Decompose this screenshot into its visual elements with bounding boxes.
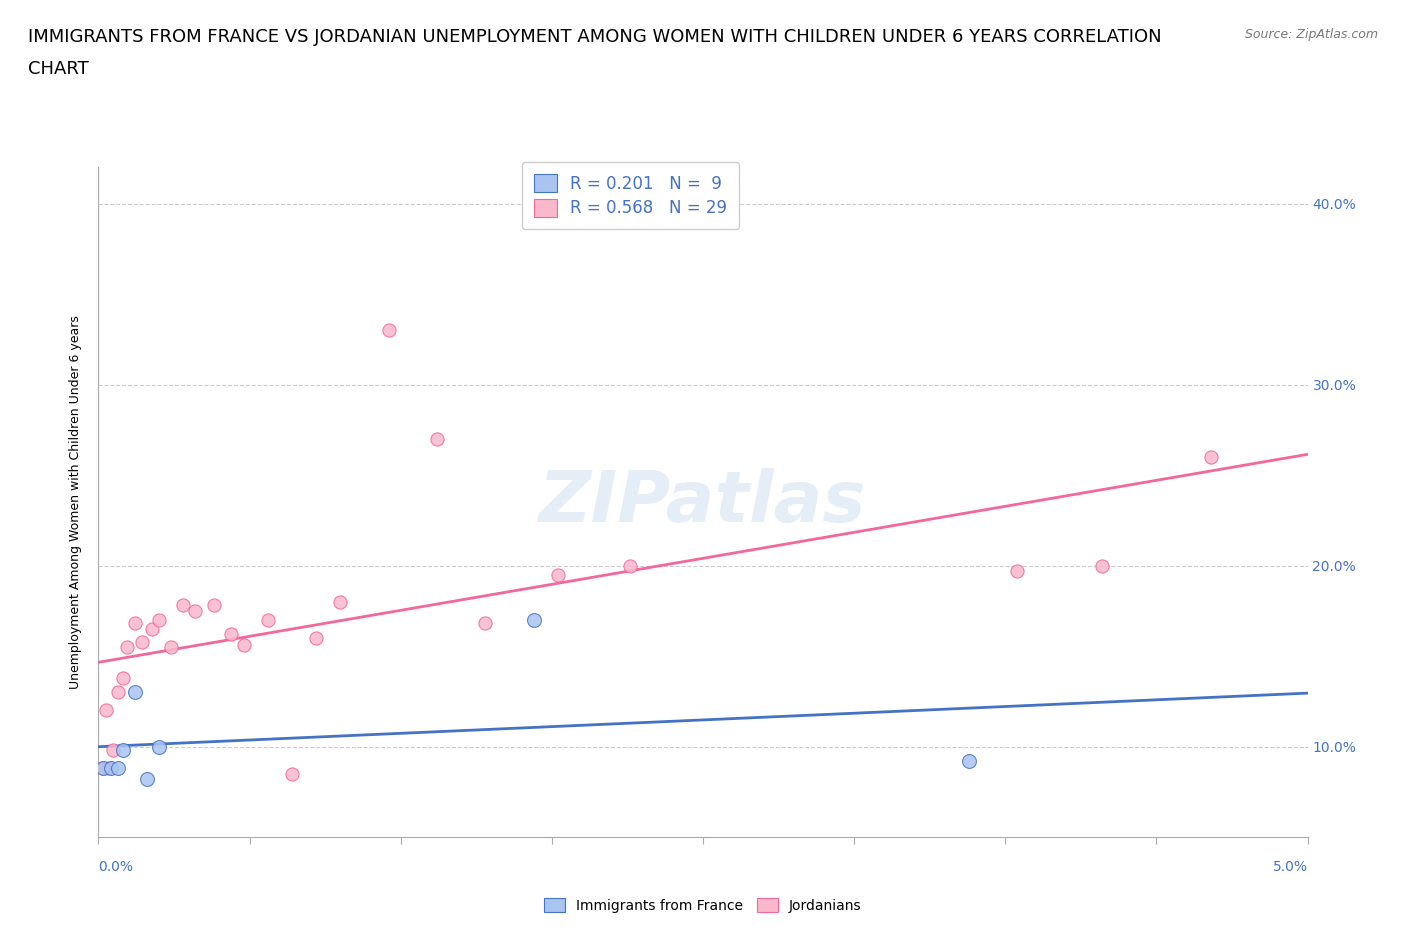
Point bbox=[1091, 558, 1114, 573]
Point bbox=[131, 634, 153, 649]
Text: IMMIGRANTS FROM FRANCE VS JORDANIAN UNEMPLOYMENT AMONG WOMEN WITH CHILDREN UNDER: IMMIGRANTS FROM FRANCE VS JORDANIAN UNEM… bbox=[28, 28, 1161, 46]
Point bbox=[124, 616, 146, 631]
Point bbox=[172, 598, 194, 613]
Point bbox=[148, 739, 170, 754]
Point bbox=[204, 598, 226, 613]
Point bbox=[377, 323, 399, 338]
Point bbox=[1199, 449, 1222, 464]
Point bbox=[957, 753, 980, 768]
Point bbox=[94, 703, 117, 718]
Point bbox=[523, 612, 546, 627]
Point bbox=[305, 631, 328, 645]
Point bbox=[281, 766, 304, 781]
Point bbox=[124, 684, 146, 699]
Text: 5.0%: 5.0% bbox=[1272, 860, 1308, 874]
Point bbox=[111, 671, 134, 685]
Point bbox=[160, 640, 183, 655]
Legend: R = 0.201   N =  9, R = 0.568   N = 29: R = 0.201 N = 9, R = 0.568 N = 29 bbox=[522, 163, 740, 229]
Text: CHART: CHART bbox=[28, 60, 89, 78]
Point bbox=[329, 594, 352, 609]
Point bbox=[547, 567, 569, 582]
Point bbox=[221, 627, 243, 642]
Point bbox=[91, 761, 114, 776]
Point bbox=[101, 743, 124, 758]
Point bbox=[184, 604, 207, 618]
Legend: Immigrants from France, Jordanians: Immigrants from France, Jordanians bbox=[538, 893, 868, 919]
Point bbox=[97, 761, 120, 776]
Point bbox=[107, 684, 129, 699]
Point bbox=[232, 638, 254, 653]
Point bbox=[474, 616, 496, 631]
Text: Source: ZipAtlas.com: Source: ZipAtlas.com bbox=[1244, 28, 1378, 41]
Text: ZIPatlas: ZIPatlas bbox=[540, 468, 866, 537]
Point bbox=[426, 432, 449, 446]
Point bbox=[619, 558, 641, 573]
Text: 0.0%: 0.0% bbox=[98, 860, 134, 874]
Point bbox=[117, 640, 139, 655]
Point bbox=[111, 743, 134, 758]
Point bbox=[100, 761, 122, 776]
Point bbox=[141, 621, 163, 636]
Point bbox=[107, 761, 129, 776]
Point bbox=[256, 612, 278, 627]
Point bbox=[91, 761, 114, 776]
Y-axis label: Unemployment Among Women with Children Under 6 years: Unemployment Among Women with Children U… bbox=[69, 315, 83, 689]
Point bbox=[1007, 564, 1029, 578]
Point bbox=[135, 772, 157, 787]
Point bbox=[148, 612, 170, 627]
